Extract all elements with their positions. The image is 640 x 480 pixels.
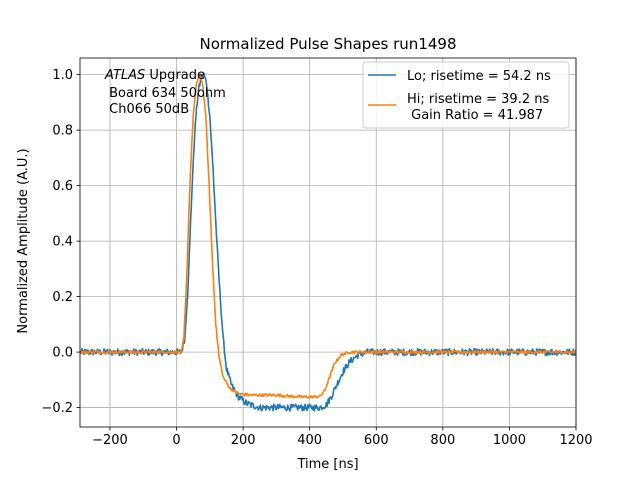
plot-frame (79, 57, 577, 428)
series-line-1 (80, 72, 576, 399)
y-tick-label: −0.2 (41, 401, 73, 416)
x-tick-label: 800 (430, 433, 455, 448)
legend-label-hi: Hi; risetime = 39.2 ns Gain Ratio = 41.9… (407, 92, 549, 123)
x-tick-label: −200 (92, 433, 128, 448)
svg-text:ATLAS Upgrade: ATLAS Upgrade (104, 68, 205, 83)
atlas-annotation: ATLAS Upgrade Board 634 50ohm Ch066 50dB (104, 68, 226, 117)
annotation-upgrade: Upgrade (145, 68, 205, 83)
axis-ticks: −200 0 200 400 600 800 1000 1200 −0.2 0.0 0.2 0.4 0.… (41, 68, 592, 448)
legend-box (362, 61, 570, 129)
y-tick-label: 0.0 (52, 346, 73, 361)
legend: Lo; risetime = 54.2 ns Hi; risetime = 39… (362, 61, 570, 129)
x-tick-label: 400 (297, 433, 322, 448)
chart-title: Normalized Pulse Shapes run1498 (199, 35, 456, 53)
series-lines (80, 72, 576, 412)
y-tick-label: 0.8 (52, 124, 73, 139)
annotation-board: Board 634 50ohm (105, 86, 226, 101)
y-tick-label: 1.0 (52, 68, 73, 83)
legend-label-lo: Lo; risetime = 54.2 ns (407, 69, 551, 84)
legend-label-hi-line2: Gain Ratio = 41.987 (407, 108, 543, 123)
legend-label-hi-line1: Hi; risetime = 39.2 ns (407, 92, 549, 107)
y-axis-label: Normalized Amplitude (A.U.) (16, 148, 31, 333)
x-tick-label: 1200 (559, 433, 592, 448)
x-tick-label: 600 (364, 433, 389, 448)
y-tick-label: 0.4 (52, 235, 73, 250)
y-tick-label: 0.2 (52, 290, 73, 305)
annotation-channel: Ch066 50dB (105, 102, 189, 117)
x-tick-label: 0 (172, 433, 180, 448)
y-tick-label: 0.6 (52, 179, 73, 194)
x-tick-label: 1000 (493, 433, 526, 448)
x-tick-label: 200 (231, 433, 256, 448)
x-axis-label: Time [ns] (296, 457, 358, 472)
annotation-atlas: ATLAS (104, 68, 145, 83)
